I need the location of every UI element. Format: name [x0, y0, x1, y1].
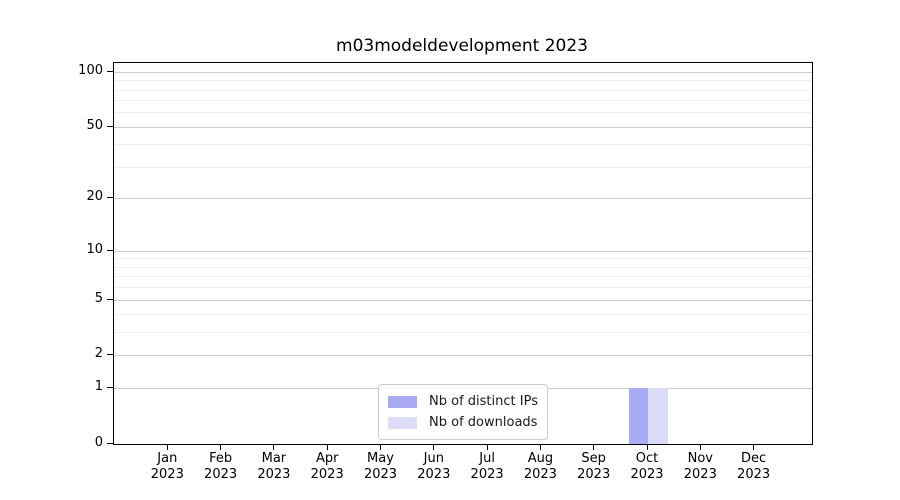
x-tick-year: 2023: [737, 466, 771, 482]
minor-gridline: [114, 80, 812, 82]
x-tick-month: Jan: [157, 451, 178, 466]
y-axis-tick-mark: [107, 70, 113, 72]
x-axis-tick-mark: [273, 444, 275, 450]
x-tick-month: Dec: [741, 451, 767, 466]
x-tick-year: 2023: [310, 466, 344, 482]
major-gridline: [114, 198, 812, 200]
minor-gridline: [114, 112, 812, 114]
bar-downloads: [648, 388, 668, 444]
minor-gridline: [114, 144, 812, 146]
y-axis-tick-label: 1: [94, 379, 103, 395]
x-tick-month: Oct: [635, 451, 659, 466]
legend-swatch: [388, 416, 418, 429]
chart-title: m03modeldevelopment 2023: [336, 36, 588, 56]
x-tick-year: 2023: [150, 466, 184, 482]
x-axis-tick-label: Feb 2023: [189, 451, 253, 482]
x-tick-month: Jul: [479, 451, 495, 466]
y-axis-tick-mark: [107, 298, 113, 300]
y-axis-tick-label: 2: [94, 346, 103, 362]
minor-gridline: [114, 332, 812, 334]
legend-label: Nb of downloads: [429, 415, 538, 430]
x-tick-month: Mar: [261, 451, 287, 466]
x-tick-year: 2023: [683, 466, 717, 482]
y-axis-tick-label: 20: [86, 189, 103, 205]
x-axis-tick-label: May 2023: [349, 451, 413, 482]
x-tick-year: 2023: [204, 466, 238, 482]
plot-area: Nb of distinct IPs Nb of downloads: [113, 62, 813, 445]
legend-entry: Nb of downloads: [388, 412, 538, 433]
x-tick-year: 2023: [417, 466, 451, 482]
x-tick-year: 2023: [470, 466, 504, 482]
minor-gridline: [114, 167, 812, 168]
x-axis-tick-mark: [326, 444, 328, 450]
y-axis-tick-label: 10: [86, 241, 103, 257]
x-axis-tick-label: Oct 2023: [615, 451, 679, 482]
x-axis-tick-mark: [220, 444, 222, 450]
y-axis-tick-label: 50: [86, 117, 103, 133]
legend-label: Nb of distinct IPs: [429, 394, 538, 409]
x-tick-month: Feb: [209, 451, 233, 466]
x-tick-month: Aug: [527, 451, 554, 466]
x-axis-tick-mark: [380, 444, 381, 450]
major-gridline: [114, 355, 812, 357]
x-axis-tick-mark: [753, 444, 755, 450]
y-axis-tick-label: 0: [94, 435, 103, 450]
x-axis-tick-mark: [433, 444, 435, 450]
x-axis-tick-label: Jan 2023: [135, 451, 199, 482]
x-axis-tick-label: Apr 2023: [295, 451, 359, 482]
y-axis-tick-mark: [107, 125, 113, 127]
y-axis-tick-mark: [107, 354, 113, 356]
x-axis-tick-label: Jul 2023: [455, 451, 519, 482]
y-axis-tick-label: 100: [78, 62, 103, 78]
x-axis-tick-label: Dec 2023: [722, 451, 786, 482]
minor-gridline: [114, 276, 812, 278]
x-tick-month: Jun: [423, 451, 444, 466]
x-tick-year: 2023: [523, 466, 557, 482]
x-tick-month: Nov: [687, 451, 713, 466]
x-tick-year: 2023: [257, 466, 291, 482]
x-axis-tick-label: Nov 2023: [668, 451, 732, 482]
minor-gridline: [114, 266, 812, 268]
bar-distinct-ips: [628, 388, 648, 444]
minor-gridline: [114, 100, 812, 102]
minor-gridline: [114, 314, 812, 316]
x-axis-tick-label: Jun 2023: [402, 451, 466, 482]
x-tick-year: 2023: [577, 466, 611, 482]
major-gridline: [114, 126, 812, 128]
y-axis-tick-mark: [107, 197, 113, 199]
x-axis-tick-mark: [593, 444, 595, 450]
x-axis-tick-mark: [486, 444, 488, 450]
major-gridline: [114, 250, 812, 252]
x-axis-tick-label: Aug 2023: [508, 451, 572, 482]
x-axis-tick-mark: [539, 444, 541, 450]
y-axis-tick-mark: [107, 443, 113, 444]
major-gridline: [114, 299, 812, 301]
x-tick-month: May: [367, 451, 394, 466]
x-tick-year: 2023: [630, 466, 664, 482]
x-axis-tick-mark: [166, 444, 168, 450]
y-axis-tick-label: 5: [94, 290, 103, 306]
x-tick-month: Apr: [315, 451, 339, 466]
legend: Nb of distinct IPs Nb of downloads: [378, 384, 548, 440]
x-axis-tick-label: Mar 2023: [242, 451, 306, 482]
x-tick-month: Sep: [581, 451, 606, 466]
minor-gridline: [114, 89, 812, 91]
y-axis-tick-mark: [107, 387, 113, 389]
x-tick-year: 2023: [363, 466, 398, 482]
x-axis-tick-label: Sep 2023: [562, 451, 626, 482]
legend-swatch: [388, 395, 418, 408]
y-axis-tick-mark: [107, 249, 113, 251]
major-gridline: [114, 71, 812, 73]
minor-gridline: [114, 258, 812, 260]
x-axis-tick-mark: [646, 444, 648, 450]
legend-entry: Nb of distinct IPs: [388, 391, 538, 412]
x-axis-tick-mark: [699, 444, 701, 450]
minor-gridline: [114, 287, 812, 288]
